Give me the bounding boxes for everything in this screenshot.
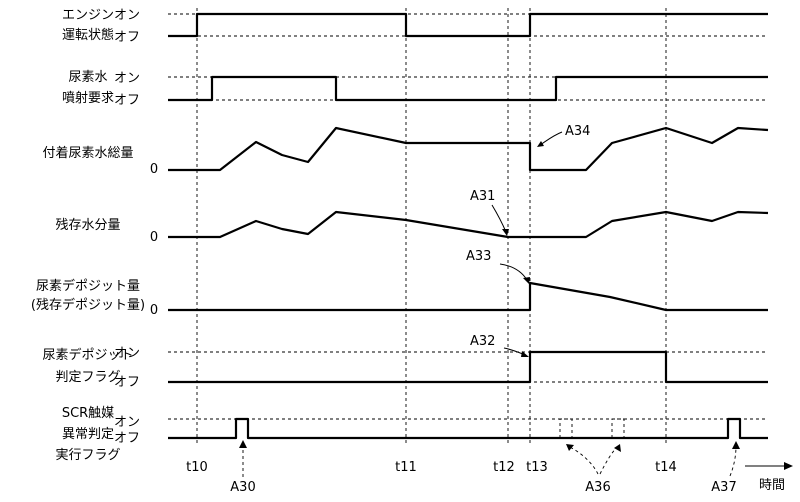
deposit-amount-curve (168, 281, 768, 312)
callout-label-a31: A31 (470, 189, 495, 204)
level-on-label: オン (114, 415, 140, 430)
arrow-head-icon (521, 351, 529, 357)
callout-label-a32: A32 (470, 334, 495, 349)
time-label-t12: t12 (493, 460, 515, 475)
row-label: 尿素デポジット (42, 347, 133, 363)
callout-label-a33: A33 (466, 249, 491, 264)
level-off-label: オフ (114, 431, 140, 446)
arrow-head-icon (732, 441, 740, 449)
bottom-callouts: A30 A36 A37 (230, 440, 740, 495)
row-total-adhered-urea: 付着尿素水総量 0 A34 (42, 124, 769, 177)
row-deposit-flag: 尿素デポジット 判定フラグ オン オフ A32 (42, 334, 768, 390)
zero-level-label: 0 (150, 162, 158, 177)
callout-label-a37: A37 (711, 480, 736, 495)
time-label-t10: t10 (186, 460, 208, 475)
adhered-urea-curve (168, 126, 769, 172)
deposit-flag-signal (168, 350, 768, 384)
injection-request-signal (168, 75, 768, 102)
scr-flag-skipped-pulse (611, 418, 625, 438)
callout-leader-a36-left (567, 445, 599, 475)
callout-leader-a34 (539, 131, 563, 146)
row-engine-state: エンジン 運転状態 オン オフ (62, 8, 768, 45)
zero-level-label: 0 (150, 303, 158, 318)
arrow-right-icon (784, 462, 793, 470)
row-scr-judgement-flag: SCR触媒 異常判定 実行フラグ オン オフ (55, 406, 768, 463)
level-off-label: オフ (114, 30, 140, 45)
level-off-label: オフ (114, 375, 140, 390)
arrow-head-icon (537, 141, 544, 147)
engine-state-signal (168, 12, 768, 38)
time-label-t14: t14 (655, 460, 677, 475)
row-label: 噴射要求 (62, 90, 114, 106)
level-on-label: オン (114, 346, 140, 361)
time-label-t11: t11 (395, 460, 417, 475)
row-label: 運転状態 (62, 27, 114, 43)
row-urea-deposit-amount: 尿素デポジット量 (残存デポジット量) 0 A33 (31, 249, 768, 318)
row-label: エンジン (62, 8, 114, 23)
level-off-label: オフ (114, 93, 140, 108)
arrow-head-icon (614, 444, 621, 452)
row-label: 残存水分量 (55, 218, 120, 233)
row-label: (残存デポジット量) (31, 297, 145, 313)
row-label: 尿素水 (68, 70, 107, 85)
row-residual-water: 残存水分量 0 A31 (55, 189, 769, 245)
time-axis: t10 t11 t12 t13 t14 時間 (186, 460, 793, 493)
row-label: SCR触媒 (62, 406, 114, 421)
row-label: 異常判定 (62, 427, 114, 442)
level-on-label: オン (114, 8, 140, 23)
row-label: 付着尿素水総量 (42, 145, 133, 161)
level-on-label: オン (114, 71, 140, 86)
residual-water-curve (168, 210, 769, 239)
row-urea-injection-request: 尿素水 噴射要求 オン オフ (62, 70, 768, 108)
time-label-t13: t13 (526, 460, 548, 475)
callout-label-a30: A30 (230, 480, 255, 495)
row-label: 尿素デポジット量 (36, 278, 140, 294)
scr-flag-signal (168, 417, 768, 440)
time-gridlines (196, 8, 667, 445)
callout-leader-a31 (491, 204, 507, 233)
arrow-head-icon (566, 444, 574, 451)
arrow-head-icon (523, 277, 530, 284)
zero-level-label: 0 (150, 230, 158, 245)
arrow-head-icon (502, 229, 509, 236)
callout-label-a34: A34 (565, 124, 590, 139)
callout-leader-a36-right (599, 445, 619, 475)
arrow-head-icon (239, 440, 247, 448)
time-axis-label: 時間 (759, 478, 785, 493)
row-label: 判定フラグ (55, 370, 120, 385)
scr-flag-skipped-pulse (559, 418, 573, 438)
callout-label-a36: A36 (585, 480, 610, 495)
row-label: 実行フラグ (55, 447, 120, 463)
callout-leader-a33 (499, 263, 528, 281)
callout-leader-a37 (729, 445, 737, 477)
